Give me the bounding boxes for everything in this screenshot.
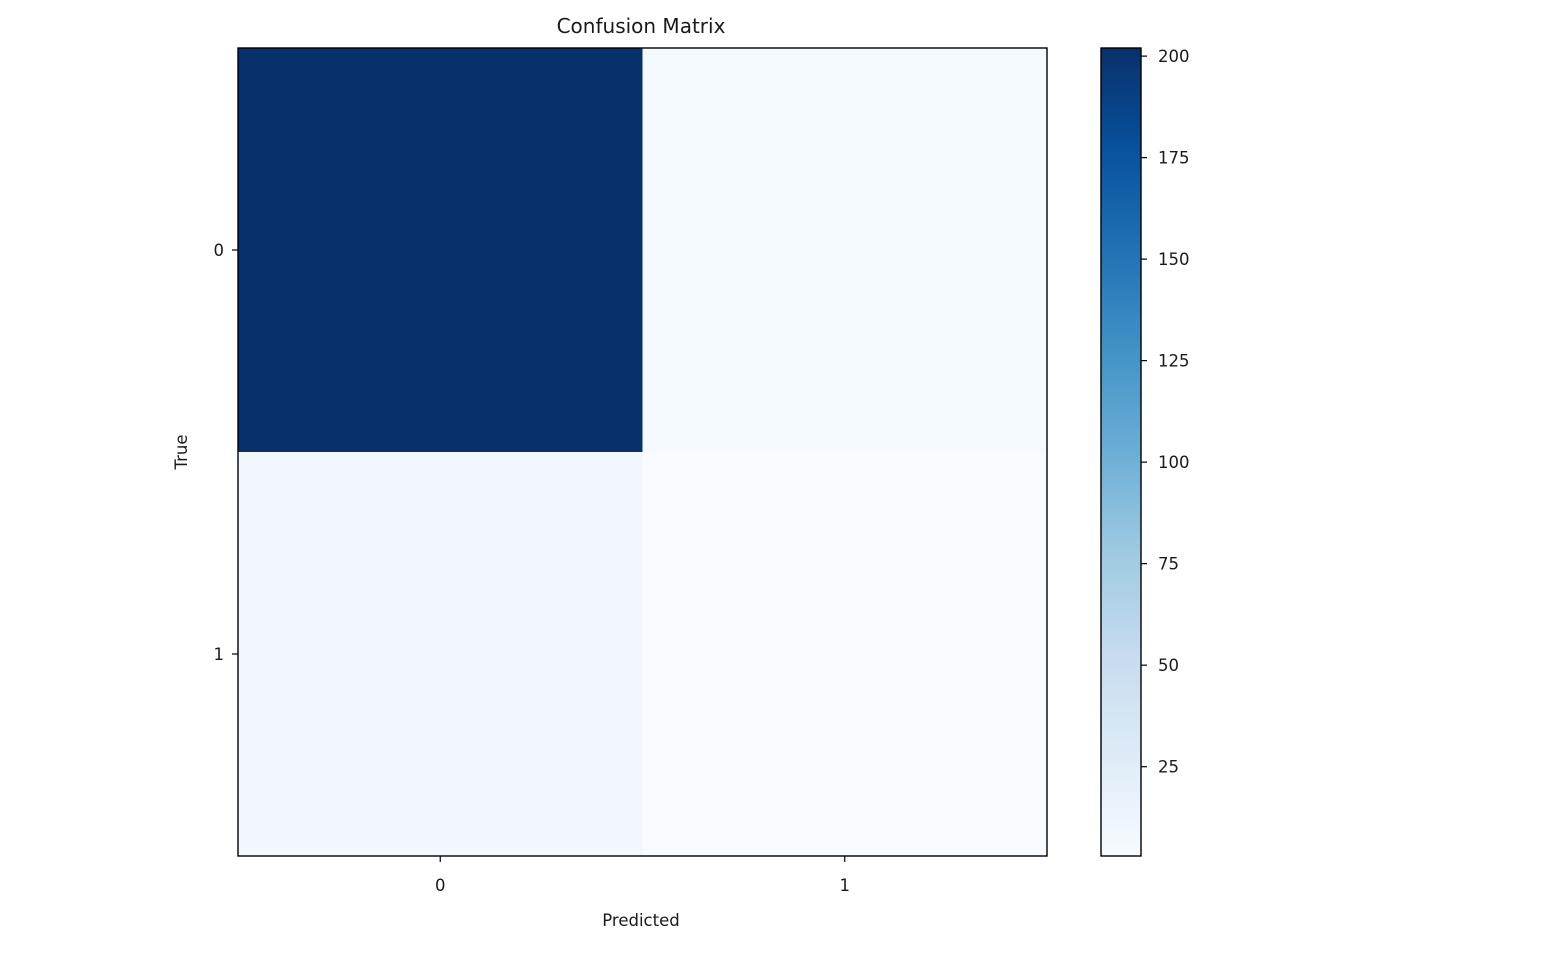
colorbar-tick-label: 200 bbox=[1158, 47, 1190, 66]
colorbar bbox=[1100, 47, 1142, 857]
x-tick-label: 1 bbox=[840, 876, 851, 895]
colorbar-tick-label: 125 bbox=[1158, 352, 1190, 371]
colorbar-tick-label: 150 bbox=[1158, 250, 1190, 269]
chart-title: Confusion Matrix bbox=[557, 14, 726, 38]
x-axis-label: Predicted bbox=[602, 911, 679, 930]
heatmap-cells bbox=[238, 48, 1048, 857]
y-tick-label: 0 bbox=[214, 241, 225, 260]
heatmap-cell bbox=[642, 48, 1048, 453]
heatmap-cell bbox=[642, 452, 1048, 857]
heatmap-cell bbox=[238, 48, 643, 453]
y-tick-label: 1 bbox=[214, 645, 225, 664]
colorbar-tick-label: 100 bbox=[1158, 453, 1190, 472]
colorbar-tick-label: 175 bbox=[1158, 149, 1190, 168]
plot-frame bbox=[237, 47, 1048, 857]
colorbar-tick-label: 75 bbox=[1158, 555, 1179, 574]
colorbar-tick-label: 50 bbox=[1158, 656, 1179, 675]
colorbar-tick-label: 25 bbox=[1158, 758, 1179, 777]
heatmap-cell bbox=[238, 452, 643, 857]
colorbar-ticks: 25 50 75 100 125 150 175 200 bbox=[1141, 47, 1190, 777]
x-tick-label: 0 bbox=[435, 876, 446, 895]
y-axis-label: True bbox=[172, 434, 191, 470]
y-axis-ticks: 01 bbox=[214, 241, 238, 664]
